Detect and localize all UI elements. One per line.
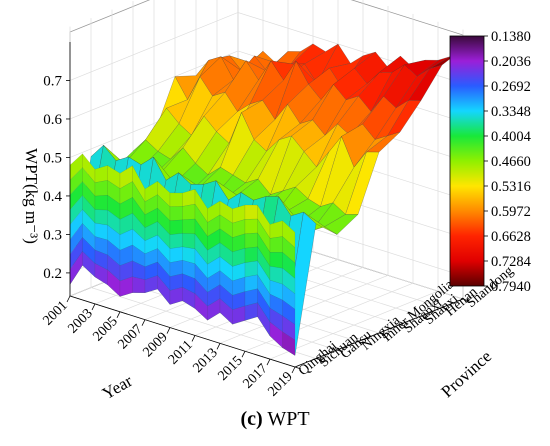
surface-cell [303,211,338,235]
surface-curtain-cell [169,219,183,235]
province-tick [336,349,344,353]
surface-curtain-cell [94,180,108,197]
surface-curtain-cell [132,276,146,293]
year-tick [141,319,146,326]
colorbar-label: 0.7940 [491,279,531,295]
colorbar-label: 0.4004 [491,129,532,145]
colorbar-label: 0.3348 [491,104,531,120]
province-tick [462,298,470,302]
surface-cell [324,214,359,235]
province-tick [441,307,449,310]
surface-curtain-cell [244,260,258,278]
surface-curtain-cell [244,204,258,220]
province-tick [378,332,386,336]
surface-curtain-cell [182,233,196,250]
year-tick [66,295,71,303]
year-tick [291,366,296,374]
year-tick [166,327,171,334]
year-tick [216,343,221,350]
surface-curtain-cell [94,209,108,226]
year-tick [116,311,121,318]
surface-curtain-cell [169,233,183,249]
surface-cell [408,64,443,101]
colorbar: 0.1380 0.2036 0.2692 0.3348 0.4004 0.4660 0.53… [449,29,532,295]
z-axis-title: WPT(kg m⁻³) [22,148,41,244]
province-tick [420,315,428,319]
surface-curtain-cell [169,206,183,221]
year-tick [266,358,271,366]
colorbar-label: 0.1380 [491,29,531,45]
caption-text: WPT [267,408,310,430]
colorbar-label: 0.6628 [491,229,531,245]
x-axis-label: Year [99,371,136,403]
colorbar-label: 0.5316 [491,179,531,195]
surface-plot [69,43,464,356]
colorbar-label: 0.7284 [491,254,532,270]
colorbar-label: 0.5972 [491,204,531,220]
colorbar-label: 0.2036 [491,54,531,70]
surface-curtain-cell [269,252,283,269]
colorbar-bar [449,35,485,287]
surface-curtain-cell [244,246,258,263]
surface-curtain-cell [169,246,183,263]
z-axis-label: WPT(kg m⁻³) [22,148,41,244]
year-axis-line [69,295,296,368]
year-tick-label: 2019 [265,369,295,399]
figure-caption: (c) WPT [0,408,550,431]
caption-label: (c) [240,408,263,430]
surface-curtain-cell [282,331,296,356]
surface-curtain-cell [244,232,258,249]
province-axis-label: Province [438,347,496,402]
z-tick-label: 0.3 [43,227,62,243]
z-tick-label: 0.6 [43,112,62,128]
province-tick [294,366,302,370]
z-tick-label: 0.2 [43,266,62,282]
year-tick [241,351,246,358]
year-tick [191,335,196,342]
z-tick-label: 0.7 [43,73,62,89]
z-tick-label: 0.4 [43,189,62,205]
province-tick [399,324,407,327]
province-tick [357,341,365,344]
year-tick [91,303,96,311]
z-grid-line [69,12,464,84]
surface-curtain-cell [182,218,196,235]
z-tick-label: 0.5 [43,150,62,166]
surface-curtain-cell [244,218,258,235]
surface-curtain-cell [169,192,183,208]
surface-curtain-cell [182,203,196,221]
floor-grid-line [90,287,317,359]
colorbar-label: 0.2692 [491,79,531,95]
surface-curtain-cell [269,236,283,253]
province-tick [315,358,323,361]
surface-curtain-cell [94,195,108,211]
colorbar-label: 0.4660 [491,154,531,170]
